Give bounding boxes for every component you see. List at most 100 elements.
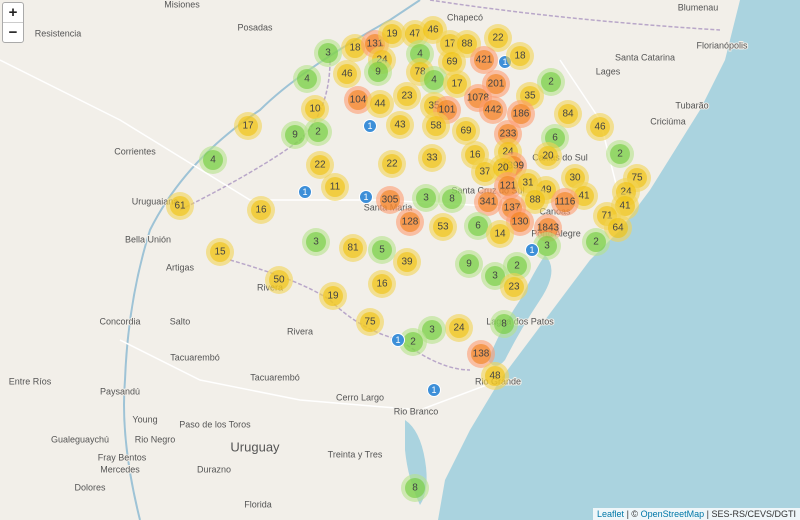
- cluster[interactable]: 5: [368, 236, 396, 264]
- cluster[interactable]: 14: [486, 220, 514, 248]
- cluster-core: [360, 312, 380, 332]
- cluster[interactable]: 3: [533, 232, 561, 260]
- cluster[interactable]: 1116: [551, 188, 579, 216]
- cluster[interactable]: 46: [333, 60, 361, 88]
- cluster[interactable]: 2: [606, 140, 634, 168]
- cluster[interactable]: 2: [399, 328, 427, 356]
- cluster[interactable]: 16: [247, 196, 275, 224]
- cluster[interactable]: 4: [420, 66, 448, 94]
- cluster[interactable]: 16: [368, 270, 396, 298]
- cluster-core: [400, 212, 420, 232]
- cluster[interactable]: 11: [321, 173, 349, 201]
- place-label: Bella Unión: [125, 234, 171, 244]
- cluster[interactable]: 50: [265, 266, 293, 294]
- cluster[interactable]: 2: [304, 118, 332, 146]
- cluster[interactable]: 61: [166, 192, 194, 220]
- cluster[interactable]: 186: [507, 100, 535, 128]
- cluster[interactable]: 138: [467, 340, 495, 368]
- cluster[interactable]: 15: [206, 238, 234, 266]
- cluster-count: 24: [453, 323, 465, 334]
- cluster[interactable]: 6: [464, 212, 492, 240]
- cluster-core: [337, 64, 357, 84]
- cluster[interactable]: 1: [359, 190, 373, 204]
- cluster[interactable]: 3: [314, 39, 342, 67]
- cluster-core: [306, 232, 326, 252]
- cluster[interactable]: 1: [525, 243, 539, 257]
- cluster[interactable]: 22: [378, 150, 406, 178]
- cluster[interactable]: 22: [484, 24, 512, 52]
- cluster[interactable]: 1: [427, 383, 441, 397]
- cluster[interactable]: 20: [534, 142, 562, 170]
- cluster[interactable]: 23: [500, 273, 528, 301]
- cluster[interactable]: 8: [401, 474, 429, 502]
- cluster[interactable]: 64: [604, 214, 632, 242]
- cluster[interactable]: 88: [521, 186, 549, 214]
- cluster[interactable]: 43: [386, 111, 414, 139]
- cluster[interactable]: 104: [344, 86, 372, 114]
- cluster[interactable]: 81: [339, 234, 367, 262]
- cluster[interactable]: 84: [554, 100, 582, 128]
- cluster[interactable]: 3: [302, 228, 330, 256]
- cluster[interactable]: 39: [393, 248, 421, 276]
- cluster[interactable]: 22: [306, 151, 334, 179]
- cluster-count: 69: [460, 126, 472, 137]
- cluster[interactable]: 17: [234, 112, 262, 140]
- cluster[interactable]: 1: [391, 333, 405, 347]
- cluster[interactable]: 19: [378, 20, 406, 48]
- cluster[interactable]: 4: [199, 146, 227, 174]
- cluster[interactable]: 9: [364, 58, 392, 86]
- cluster-core: [456, 121, 476, 141]
- cluster[interactable]: 69: [438, 48, 466, 76]
- cluster[interactable]: 48: [481, 362, 509, 390]
- zoom-out[interactable]: −: [3, 22, 23, 42]
- cluster-count: 46: [427, 25, 439, 36]
- osm-link[interactable]: OpenStreetMap: [640, 509, 705, 519]
- place-label: Rio Negro: [135, 434, 176, 444]
- cluster-count: 35: [524, 91, 536, 102]
- cluster-core: [555, 192, 575, 212]
- cluster[interactable]: 8: [490, 310, 518, 338]
- cluster[interactable]: 10: [301, 95, 329, 123]
- cluster[interactable]: 3: [412, 184, 440, 212]
- cluster-count: 75: [631, 173, 643, 184]
- cluster-core: [537, 236, 557, 256]
- cluster[interactable]: 53: [429, 213, 457, 241]
- cluster[interactable]: 9: [281, 121, 309, 149]
- cluster-count: 131: [367, 39, 384, 50]
- cluster-count: 3: [325, 48, 331, 59]
- cluster[interactable]: 24: [445, 314, 473, 342]
- cluster[interactable]: 75: [356, 308, 384, 336]
- zoom-control: + −: [2, 2, 24, 43]
- cluster[interactable]: 23: [393, 82, 421, 110]
- cluster[interactable]: 2: [537, 68, 565, 96]
- leaflet-link[interactable]: Leaflet: [597, 509, 625, 519]
- cluster[interactable]: 8: [438, 185, 466, 213]
- cluster[interactable]: 341: [474, 188, 502, 216]
- cluster[interactable]: 1: [363, 119, 377, 133]
- marker-count: 1: [529, 245, 534, 255]
- cluster[interactable]: 128: [396, 208, 424, 236]
- place-label: Corrientes: [114, 146, 156, 156]
- cluster[interactable]: 1: [298, 185, 312, 199]
- cluster[interactable]: 2: [503, 252, 531, 280]
- cluster[interactable]: 44: [366, 90, 394, 118]
- cluster[interactable]: 18: [506, 42, 534, 70]
- cluster[interactable]: 2: [582, 228, 610, 256]
- cluster-count: 16: [255, 205, 267, 216]
- cluster[interactable]: 421: [470, 46, 498, 74]
- zoom-in[interactable]: +: [8, 4, 18, 21]
- cluster[interactable]: 442: [479, 96, 507, 124]
- cluster-core: [210, 242, 230, 262]
- cluster[interactable]: 19: [319, 282, 347, 310]
- cluster[interactable]: 69: [452, 117, 480, 145]
- cluster[interactable]: 58: [422, 112, 450, 140]
- cluster[interactable]: 4: [293, 65, 321, 93]
- cluster[interactable]: 33: [418, 144, 446, 172]
- cluster-count: 2: [548, 77, 554, 88]
- cluster[interactable]: 17: [443, 70, 471, 98]
- cluster[interactable]: 9: [455, 250, 483, 278]
- cluster[interactable]: 46: [586, 113, 614, 141]
- place-label: Durazno: [197, 464, 231, 474]
- cluster[interactable]: 305: [376, 186, 404, 214]
